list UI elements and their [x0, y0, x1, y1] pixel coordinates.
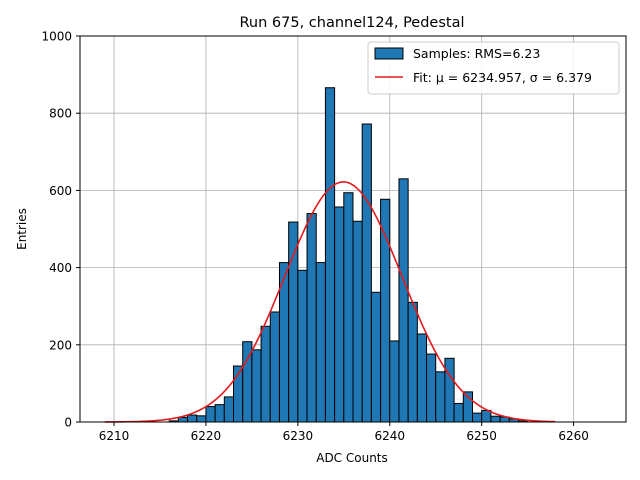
- histogram-bar: [416, 333, 428, 423]
- legend-fit-label: Fit: μ = 6234.957, σ = 6.379: [413, 70, 592, 85]
- y-tick-label: 400: [49, 261, 72, 275]
- histogram-bar: [288, 221, 299, 423]
- histogram-bar: [389, 340, 400, 423]
- histogram-bar: [251, 349, 262, 423]
- histogram-bar: [471, 412, 483, 423]
- histogram-bar: [315, 262, 326, 423]
- x-tick-label: 6240: [374, 429, 405, 443]
- histogram-bar: [269, 311, 280, 423]
- histogram-bar: [407, 301, 418, 423]
- histogram-bar: [435, 371, 446, 423]
- histogram-bar: [380, 198, 391, 423]
- y-axis-label: Entries: [15, 208, 29, 250]
- histogram-bar: [223, 396, 235, 423]
- histogram-bar: [361, 123, 372, 423]
- histogram-bar: [334, 206, 345, 423]
- histogram-bar: [214, 404, 225, 423]
- histogram-bar: [481, 409, 492, 423]
- y-tick-label: 800: [49, 107, 72, 121]
- histogram-bar: [490, 415, 501, 423]
- histogram-bar: [352, 220, 363, 423]
- x-tick-label: 6230: [283, 429, 314, 443]
- histogram-bar: [177, 416, 189, 423]
- histogram-bar: [398, 178, 409, 423]
- chart-title: Run 675, channel124, Pedestal: [239, 15, 464, 31]
- fit-curve: [104, 181, 556, 423]
- x-axis-ticks: 6210 6220 6230 6240 6250 6260: [99, 422, 589, 443]
- x-tick-label: 6250: [466, 429, 497, 443]
- histogram-bar: [187, 414, 198, 423]
- histogram-bar: [324, 87, 336, 423]
- y-tick-label: 200: [49, 338, 72, 352]
- histogram-bar: [306, 213, 317, 423]
- legend-box: [367, 41, 620, 95]
- histogram-bar: [343, 192, 354, 423]
- x-tick-label: 6220: [191, 429, 222, 443]
- y-tick-label: 0: [64, 416, 72, 430]
- histogram-bar: [297, 269, 308, 423]
- y-tick-label: 1000: [41, 30, 72, 44]
- y-tick-label: 600: [49, 184, 72, 198]
- x-axis-label: ADC Counts: [316, 451, 388, 465]
- x-tick-label: 6210: [99, 429, 130, 443]
- histogram-bar: [453, 402, 464, 423]
- histogram-bars: [168, 87, 529, 423]
- histogram-bar: [426, 353, 437, 423]
- y-axis-ticks: 0 200 400 600 800 1000: [41, 30, 80, 430]
- plot-frame: [79, 35, 627, 423]
- x-tick-label: 6260: [558, 429, 589, 443]
- legend: Samples: RMS=6.23 Fit: μ = 6234.957, σ =…: [367, 41, 620, 95]
- legend-histogram-label: Samples: RMS=6.23: [413, 46, 540, 61]
- histogram-bar: [444, 357, 455, 423]
- histogram-bar: [205, 406, 216, 423]
- histogram-bar: [260, 325, 271, 423]
- histogram-bar: [196, 415, 207, 423]
- histogram-bar: [370, 291, 382, 423]
- legend-histogram-swatch: [374, 47, 404, 60]
